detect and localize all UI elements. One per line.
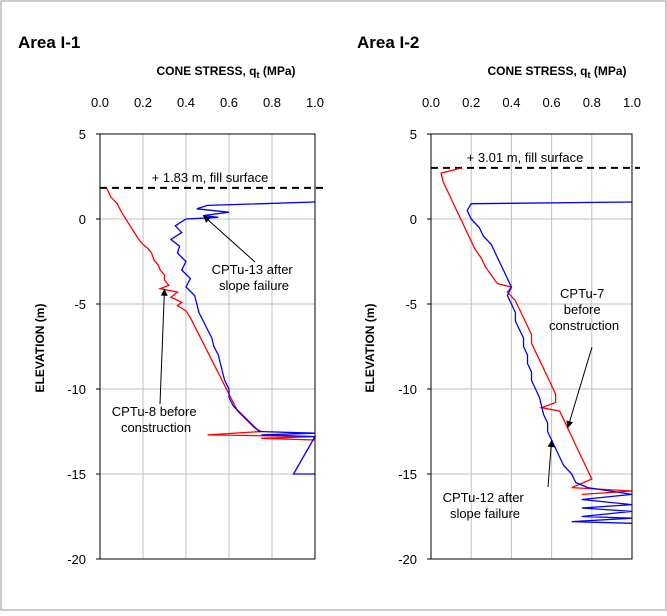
annotation-cptu-8: CPTu-8 before construction [112,404,200,435]
panel-title: Area I-2 [357,33,419,52]
x-axis-label-subscript: t [257,70,260,80]
x-axis-label-subscript: t [588,70,591,80]
y-tick-label: -5 [74,297,86,312]
y-tick-label: 0 [79,212,86,227]
y-axis-label: ELEVATION (m) [363,304,377,393]
annotations: CPTu-13 after slope failure CPTu-8 befor… [112,215,297,435]
series-line [466,201,633,524]
x-axis-label-main: CONE STRESS, [487,64,576,78]
x-tick-label: 0.0 [91,95,109,110]
panel-title: Area I-1 [18,33,80,52]
x-tick-label: 0.6 [543,95,561,110]
annotation-arrow [159,288,165,405]
x-tick-labels: 0.0 0.2 0.4 0.6 0.8 1.0 [91,95,324,110]
y-tick-label: -10 [398,382,417,397]
x-tick-label: 0.2 [462,95,480,110]
y-axis-label: ELEVATION (m) [33,304,47,393]
x-axis-label-symbol: q [580,64,587,78]
annotation-cptu-12: CPTu-12 after slope failure [443,490,528,521]
x-tick-labels: 0.0 0.2 0.4 0.6 0.8 1.0 [422,95,641,110]
annotation-arrows [547,346,593,488]
x-tick-label: 0.8 [263,95,281,110]
annotation-arrow [547,439,553,488]
plot-border [430,133,633,560]
series-line [440,167,633,496]
grid [431,134,632,559]
annotation-arrowhead [566,420,574,429]
y-tick-label: 0 [410,212,417,227]
x-tick-label: 0.2 [134,95,152,110]
annotation-line: CPTu-7 [560,286,604,301]
annotation-line: construction [549,318,619,333]
x-axis-label-main: CONE STRESS, [156,64,245,78]
x-axis-label-unit: (MPa) [594,64,627,78]
y-tick-label: 5 [79,127,86,142]
annotation-line: construction [121,420,191,435]
annotation-line: slope failure [219,278,289,293]
x-axis-label-unit: (MPa) [263,64,296,78]
annotation-arrow [202,215,256,263]
annotations: CPTu-7 before construction CPTu-12 after… [443,286,619,521]
x-tick-label: 0.8 [583,95,601,110]
x-tick-label: 0.0 [422,95,440,110]
annotation-arrows [159,215,256,405]
annotation-arrowhead [203,215,211,223]
series-layer [105,187,317,475]
annotation-line: before [564,302,601,317]
x-axis-label: CONE STRESS, qt (MPa) [156,64,295,80]
y-tick-label: -15 [67,467,86,482]
y-tick-label: -20 [398,552,417,567]
x-tick-label: 0.4 [502,95,520,110]
fill-surface-label: + 1.83 m, fill surface [152,170,269,185]
y-tick-label: -15 [398,467,417,482]
annotation-line: CPTu-12 after [443,490,525,505]
x-tick-label: 1.0 [623,95,641,110]
plot-border [99,133,316,560]
y-tick-labels: 5 0 -5 -10 -15 -20 [67,127,100,567]
annotation-arrowhead [547,440,555,448]
annotation-cptu-13: CPTu-13 after slope failure [212,262,297,293]
x-axis-label: CONE STRESS, qt (MPa) [487,64,626,80]
x-axis-label-symbol: q [249,64,256,78]
annotation-arrowhead [160,288,168,296]
x-tick-label: 1.0 [306,95,324,110]
annotation-arrow [567,346,593,429]
y-tick-label: -10 [67,382,86,397]
panel-area-i-1: Area I-1 CONE STRESS, qt (MPa) ELEVATION… [18,33,324,567]
y-tick-label: -5 [405,297,417,312]
annotation-line: slope failure [450,506,520,521]
fill-surface-label: + 3.01 m, fill surface [467,150,584,165]
y-tick-label: 5 [410,127,417,142]
annotation-line: CPTu-8 before [112,404,197,419]
series-line [169,201,317,475]
x-tick-label: 0.4 [177,95,195,110]
y-tick-label: -20 [67,552,86,567]
annotation-line: CPTu-13 after [212,262,294,277]
series-layer [440,167,633,524]
y-tick-labels: 5 0 -5 -10 -15 -20 [398,127,431,567]
panel-area-i-2: Area I-2 CONE STRESS, qt (MPa) ELEVATION… [357,33,641,567]
x-tick-label: 0.6 [220,95,238,110]
annotation-cptu-7: CPTu-7 before construction [549,286,619,333]
